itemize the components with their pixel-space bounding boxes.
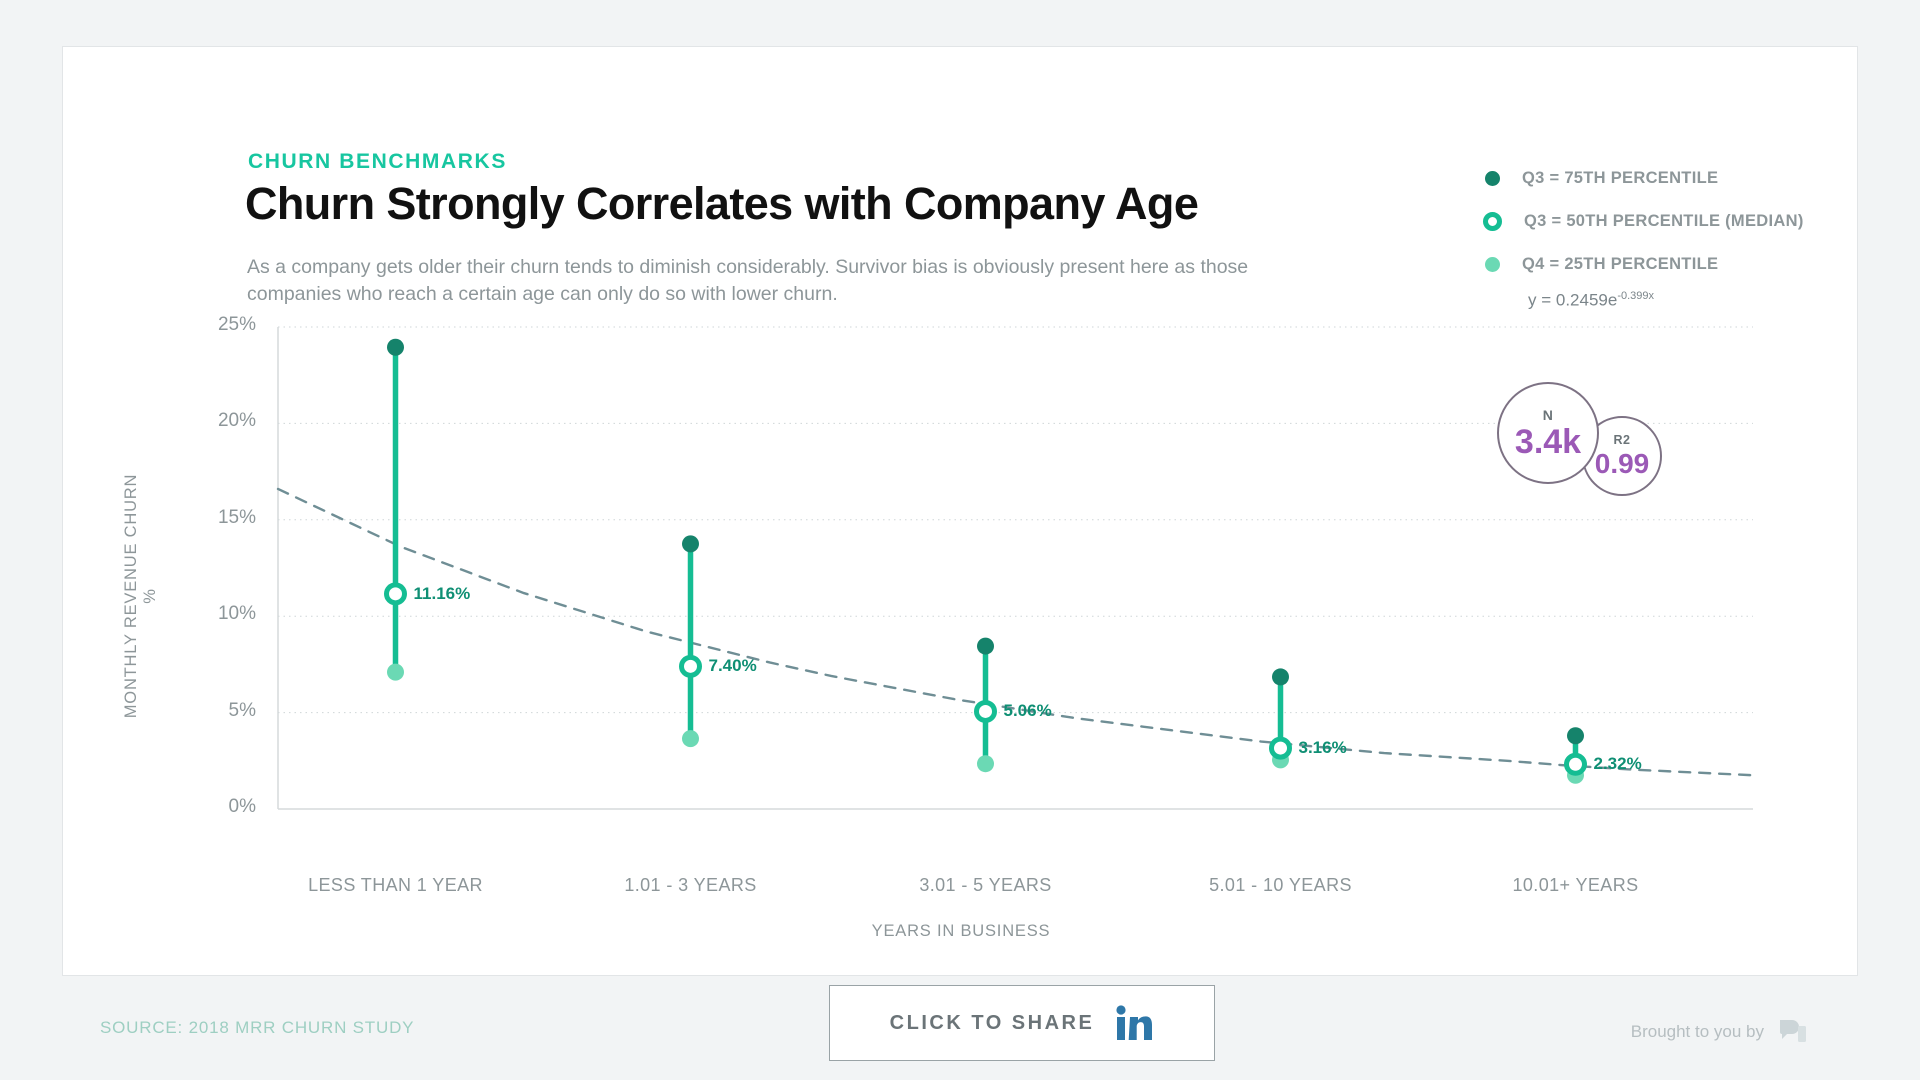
stat-value: 0.99 xyxy=(1594,447,1650,479)
x-axis-tick-label: 5.01 - 10 YEARS xyxy=(1209,875,1352,895)
y-axis-title: MONTHLY REVENUE CHURN % xyxy=(122,473,159,719)
y-axis-tick-label: 0% xyxy=(228,796,256,817)
legend-item-label: Q3 = 75TH PERCENTILE xyxy=(1522,169,1719,187)
y-axis-tick-label: 5% xyxy=(228,699,256,721)
legend-dot-filled-light-icon xyxy=(1485,257,1500,272)
equation-base: y = 0.2459e xyxy=(1528,290,1618,310)
legend-dot-filled-dark-icon xyxy=(1485,171,1500,186)
x-axis-tick-label: 10.01+ YEARS xyxy=(1512,875,1639,895)
x-axis-title: YEARS IN BUSINESS xyxy=(871,922,1051,940)
data-point-label: 11.16% xyxy=(413,583,471,603)
page-title: Churn Strongly Correlates with Company A… xyxy=(245,178,1199,229)
brought-to-you-by: Brought to you by xyxy=(1631,1017,1808,1047)
legend-item-q4-25: Q4 = 25TH PERCENTILE xyxy=(1485,243,1865,286)
y-axis-tick-label: 10% xyxy=(217,603,256,625)
share-label: CLICK TO SHARE xyxy=(889,1011,1095,1034)
chart-card: CHURN BENCHMARKS Churn Strongly Correlat… xyxy=(62,46,1858,1061)
stat-key: N xyxy=(1542,406,1554,423)
data-point-label: 2.32% xyxy=(1593,754,1642,774)
x-axis-tick-label: 3.01 - 5 YEARS xyxy=(919,875,1052,895)
equation-exponent: -0.399x xyxy=(1617,290,1655,302)
linkedin-icon[interactable] xyxy=(1114,1003,1154,1043)
y-axis-tick-label: 25% xyxy=(217,314,256,335)
y-axis-tick-label: 15% xyxy=(217,506,256,528)
y-axis-tick-label: 20% xyxy=(217,410,256,432)
data-point-label: 5.06% xyxy=(1003,701,1052,721)
stat-bubble-n: N 3.4k xyxy=(1497,382,1599,484)
data-point-label: 3.16% xyxy=(1298,738,1347,758)
eyebrow-label: CHURN BENCHMARKS xyxy=(248,150,507,173)
legend-dot-hollow-icon xyxy=(1483,212,1502,231)
chart-legend: Q3 = 75TH PERCENTILE Q3 = 50TH PERCENTIL… xyxy=(1483,157,1865,286)
data-point-label: 7.40% xyxy=(708,656,757,676)
profitwell-logo-icon xyxy=(1778,1017,1808,1047)
stat-key: R2 xyxy=(1613,433,1631,448)
brought-label: Brought to you by xyxy=(1630,1022,1764,1041)
trendline-equation: y = 0.2459e-0.399x xyxy=(1528,290,1654,311)
stat-value: 3.4k xyxy=(1514,422,1582,461)
legend-item-q3-75: Q3 = 75TH PERCENTILE xyxy=(1485,157,1865,200)
legend-item-label: Q4 = 25TH PERCENTILE xyxy=(1522,255,1719,273)
source-label: SOURCE: 2018 MRR CHURN STUDY xyxy=(100,1018,415,1037)
legend-item-label: Q3 = 50TH PERCENTILE (MEDIAN) xyxy=(1524,212,1804,230)
x-axis-tick-label: LESS THAN 1 YEAR xyxy=(308,875,483,895)
subtitle-text: As a company gets older their churn tend… xyxy=(247,256,1249,305)
legend-item-q3-50: Q3 = 50TH PERCENTILE (MEDIAN) xyxy=(1483,200,1865,243)
x-axis-tick-label: 1.01 - 3 YEARS xyxy=(624,875,757,895)
share-button[interactable]: CLICK TO SHARE xyxy=(829,985,1215,1061)
